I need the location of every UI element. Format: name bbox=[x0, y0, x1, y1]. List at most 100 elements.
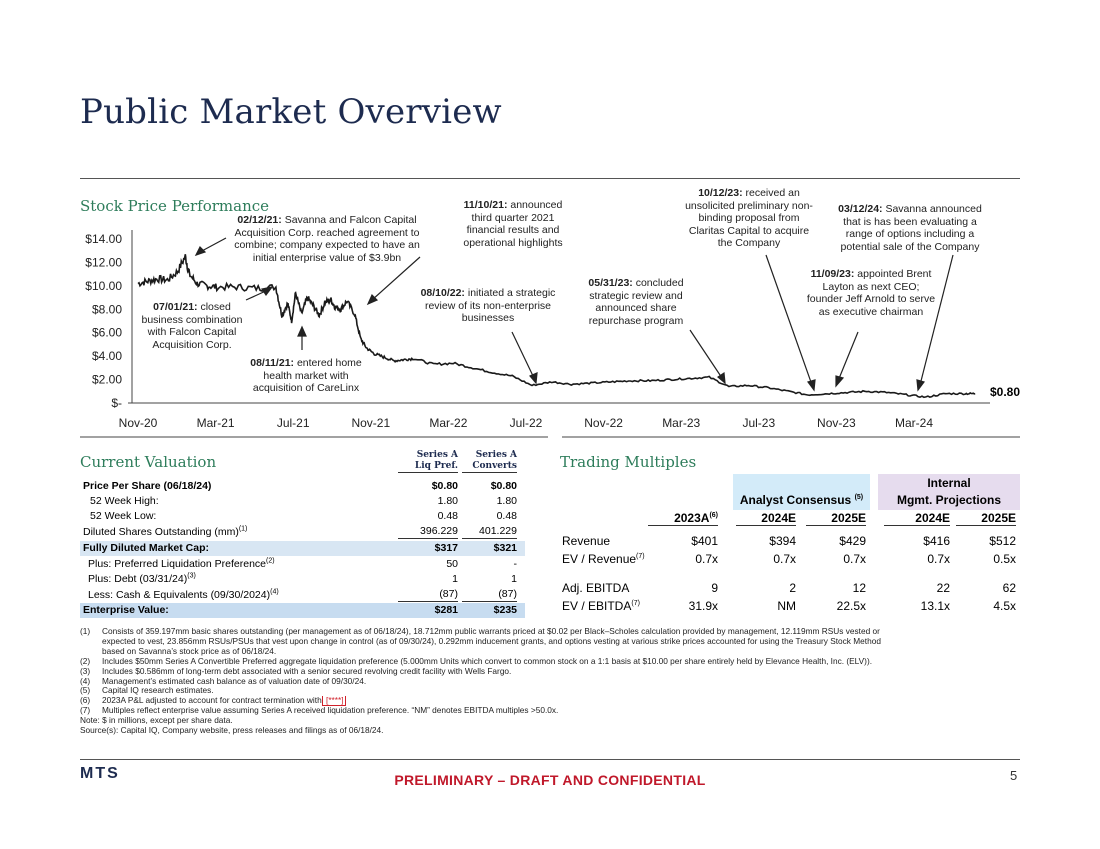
x-tick-label: Nov-20 bbox=[119, 416, 158, 430]
note-line: Note: $ in millions, except per share da… bbox=[80, 716, 233, 726]
annotation-mar-2024: 03/12/24: Savanna announced that is has … bbox=[838, 203, 982, 253]
valuation-liq-pref-value: 1.80 bbox=[437, 495, 458, 507]
x-tick-label: Mar-23 bbox=[662, 416, 700, 430]
valuation-row-label: Price Per Share (06/18/24) bbox=[83, 480, 212, 492]
x-tick-label: Jul-22 bbox=[510, 416, 543, 430]
valuation-row-label: 52 Week High: bbox=[90, 495, 159, 507]
multiples-table: Analyst Consensus (5) Internal Mgmt. Proj… bbox=[560, 450, 1020, 620]
valuation-row: Enterprise Value: $281 $235 bbox=[80, 603, 525, 618]
y-tick-label: $8.00 bbox=[92, 302, 122, 316]
col-header-liq-pref: Series A Liq Pref. bbox=[398, 450, 458, 473]
multiples-value: 0.7x bbox=[695, 552, 718, 566]
valuation-converts-value: $0.80 bbox=[490, 480, 517, 492]
valuation-row: Diluted Shares Outstanding (mm)(1) 396.22… bbox=[80, 525, 525, 540]
y-tick-label: $- bbox=[111, 396, 122, 410]
multiples-column-header: 2024E bbox=[736, 511, 796, 526]
annotation-aug-2021: 08/11/21: entered home health market wit… bbox=[250, 357, 362, 394]
multiples-value: 9 bbox=[711, 581, 718, 595]
x-tick-label: Mar-24 bbox=[895, 416, 933, 430]
valuation-row-label: Plus: Preferred Liquidation Preference(2… bbox=[88, 557, 275, 571]
multiples-value: 0.5x bbox=[993, 552, 1016, 566]
footnote-line: (1) Consists of 359.197mm basic shares ou… bbox=[80, 627, 880, 636]
multiples-row-label: EV / Revenue(7) bbox=[562, 552, 645, 566]
confidential-footer: PRELIMINARY – DRAFT AND CONFIDENTIAL bbox=[394, 772, 706, 788]
note-line: Source(s): Capital IQ, Company website, … bbox=[80, 726, 384, 736]
footnote-line: based on Savanna’s stock price as of 06/… bbox=[102, 646, 277, 656]
valuation-row: Fully Diluted Market Cap: $317 $321 bbox=[80, 541, 525, 556]
multiples-value: 4.5x bbox=[993, 599, 1016, 613]
valuation-row-label: 52 Week Low: bbox=[90, 510, 157, 522]
analyst-consensus-band bbox=[733, 474, 870, 510]
last-price-label: $0.80 bbox=[990, 385, 1020, 399]
annotation-may-2023: 05/31/23: concluded strategic review and… bbox=[588, 277, 684, 327]
footnote-line: (3) Includes $0.586mm of long-term debt a… bbox=[80, 666, 512, 676]
y-tick-label: $12.00 bbox=[85, 255, 122, 269]
multiples-row-label: Revenue bbox=[562, 534, 611, 548]
title-divider bbox=[80, 178, 1020, 179]
stock-section-heading: Stock Price Performance bbox=[80, 197, 270, 215]
multiples-value: 0.7x bbox=[927, 552, 950, 566]
x-tick-label: Nov-23 bbox=[817, 416, 856, 430]
annotation-feb-2021: 02/12/21: Savanna and Falcon Capital Acq… bbox=[234, 214, 420, 264]
valuation-row-label: Less: Cash & Equivalents (09/30/2024)(4) bbox=[88, 588, 279, 602]
multiples-value: 31.9x bbox=[688, 599, 718, 613]
page-title: Public Market Overview bbox=[80, 92, 502, 132]
y-tick-label: $14.00 bbox=[85, 232, 122, 246]
valuation-liq-pref-value: 50 bbox=[446, 558, 458, 570]
x-tick-label: Mar-21 bbox=[197, 416, 235, 430]
valuation-row: Plus: Preferred Liquidation Preference(2… bbox=[80, 557, 525, 572]
multiples-value: 0.7x bbox=[843, 552, 866, 566]
valuation-converts-value: $321 bbox=[493, 542, 517, 554]
multiples-value: 13.1x bbox=[920, 599, 950, 613]
valuation-row-label: Plus: Debt (03/31/24)(3) bbox=[88, 572, 196, 586]
valuation-liq-pref-value: $317 bbox=[434, 542, 458, 554]
multiples-value: $394 bbox=[769, 534, 796, 548]
valuation-row: Plus: Debt (03/31/24)(3) 1 1 bbox=[80, 572, 525, 587]
valuation-liq-pref-value: 1 bbox=[452, 573, 458, 585]
footnote-line: expected to vest, 23.856mm RSUs/PSUs tha… bbox=[102, 636, 881, 646]
valuation-converts-value: 1.80 bbox=[496, 495, 517, 507]
valuation-row: Less: Cash & Equivalents (09/30/2024)(4)… bbox=[80, 588, 525, 603]
valuation-liq-pref-value: (87) bbox=[398, 588, 458, 602]
multiples-value: 2 bbox=[789, 581, 796, 595]
y-axis: $- $2.00 $4.00 $6.00 $8.00 $10.00 $12.00 $14.00 bbox=[85, 232, 122, 410]
multiples-row-label: Adj. EBITDA bbox=[562, 581, 630, 595]
footer-divider bbox=[80, 759, 1020, 760]
price-series-line bbox=[137, 254, 976, 399]
annotation-nov-2023: 11/09/23: appointed Brent Layton as next… bbox=[806, 268, 936, 318]
valuation-liq-pref-value: $0.80 bbox=[431, 480, 458, 492]
multiples-value: $401 bbox=[691, 534, 718, 548]
y-tick-label: $6.00 bbox=[92, 326, 122, 340]
multiples-value: $429 bbox=[839, 534, 866, 548]
x-tick-label: Mar-22 bbox=[429, 416, 467, 430]
multiples-value: NM bbox=[777, 599, 796, 613]
valuation-converts-value: 1 bbox=[511, 573, 517, 585]
annotation-jul-2021: 07/01/21: closed business combination wi… bbox=[141, 301, 243, 351]
multiples-column-header: 2023A(6) bbox=[648, 511, 718, 526]
multiples-value: 22 bbox=[936, 581, 950, 595]
valuation-row: Price Per Share (06/18/24) $0.80 $0.80 bbox=[80, 479, 525, 494]
valuation-converts-value: $235 bbox=[493, 604, 517, 616]
multiples-value: 0.7x bbox=[773, 552, 796, 566]
footnote-line: (6) 2023A P&L adjusted to account for con… bbox=[80, 696, 346, 707]
internal-projections-band bbox=[878, 474, 1020, 510]
analyst-consensus-label: Analyst Consensus (5) bbox=[739, 493, 864, 507]
x-tick-label: Jul-21 bbox=[277, 416, 310, 430]
multiples-value: 12 bbox=[852, 581, 866, 595]
valuation-row-label: Diluted Shares Outstanding (mm)(1) bbox=[83, 525, 248, 539]
y-tick-label: $2.00 bbox=[92, 373, 122, 387]
valuation-converts-value: 0.48 bbox=[496, 510, 517, 522]
footnote-line: (2) Includes $50mm Series A Convertible P… bbox=[80, 656, 873, 666]
valuation-table: Series A Liq Pref. Series A Converts Pri… bbox=[80, 450, 525, 620]
stock-price-chart: $- $2.00 $4.00 $6.00 $8.00 $10.00 $12.00 $14.00… bbox=[80, 230, 1020, 438]
valuation-row-label: Fully Diluted Market Cap: bbox=[83, 542, 210, 554]
multiples-value: $512 bbox=[989, 534, 1016, 548]
x-tick-label: Nov-22 bbox=[584, 416, 623, 430]
multiples-column-header: 2025E bbox=[806, 511, 866, 526]
annotation-oct-2023: 10/12/23: received an unsolicited prelim… bbox=[685, 187, 813, 249]
annotation-nov-2021: 11/10/21: announced third quarter 2021 f… bbox=[463, 199, 563, 249]
page-number: 5 bbox=[1010, 768, 1018, 783]
multiples-heading: Trading Multiples bbox=[560, 453, 697, 471]
multiples-value: $416 bbox=[923, 534, 950, 548]
footnotes: (1) Consists of 359.197mm basic shares ou… bbox=[80, 627, 1025, 736]
